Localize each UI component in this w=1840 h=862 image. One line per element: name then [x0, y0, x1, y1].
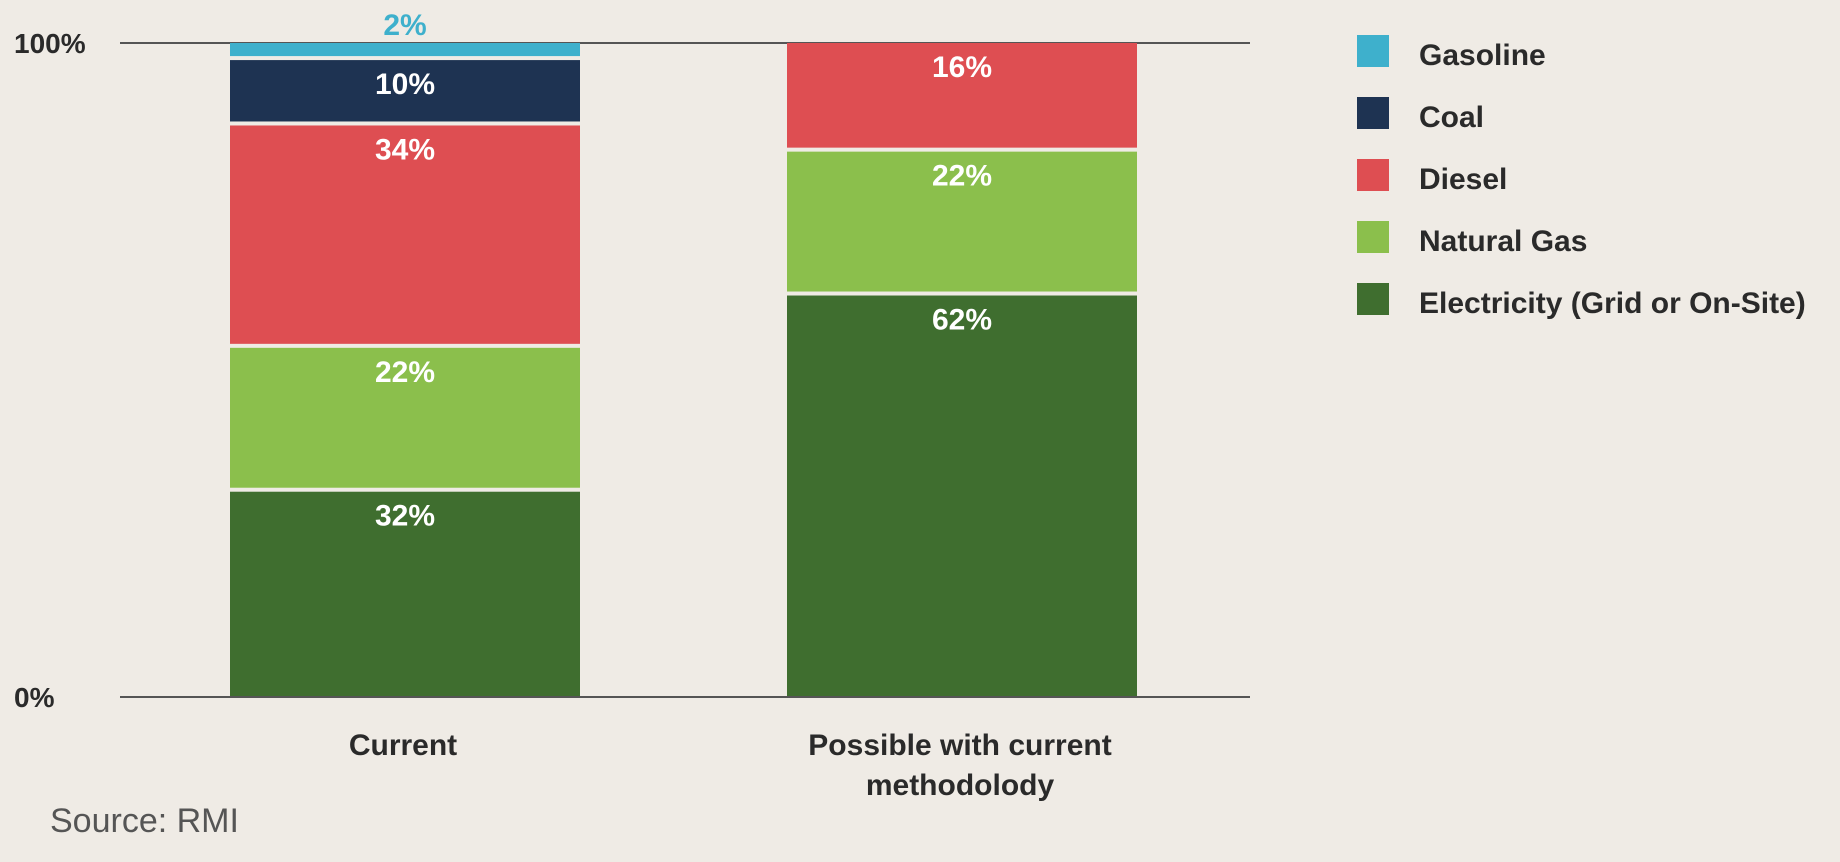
source-note: Source: RMI — [50, 802, 239, 840]
legend-swatch-electricity-grid-or-on-site — [1357, 283, 1389, 315]
data-label-natural-gas-current: 22% — [375, 356, 435, 389]
y-axis-ticks: 0% 100% — [14, 28, 86, 713]
bar-segment-electricity-grid-or-on-site-possible-with-current-methodolody — [787, 295, 1137, 697]
bar-segment-electricity-grid-or-on-site-current — [230, 491, 580, 697]
legend-swatch-coal — [1357, 97, 1389, 129]
legend-label-natural-gas: Natural Gas — [1419, 225, 1587, 258]
data-label-coal-current: 10% — [375, 68, 435, 101]
data-label-gasoline-current: 2% — [383, 9, 426, 42]
bar-segment-gasoline-current — [230, 43, 580, 57]
legend: Gasoline Coal Diesel Natural Gas Electricity… — [1357, 35, 1806, 320]
legend-label-gasoline: Gasoline — [1419, 39, 1546, 72]
data-label-electricity-grid-or-on-site-possible-with-current-methodolody: 62% — [932, 304, 992, 337]
x-axis-categories: Current Possible with current methodolody — [349, 729, 1112, 802]
legend-swatch-diesel — [1357, 159, 1389, 191]
bar-segment-coal-current — [230, 60, 580, 122]
data-label-diesel-current: 34% — [375, 133, 435, 166]
bar-segment-diesel-possible-with-current-methodolody — [787, 43, 1137, 148]
bars-layer: 32% 22% 34% 10% 2% 62% 22% 16% — [230, 9, 1137, 697]
bar-segment-natural-gas-possible-with-current-methodolody — [787, 151, 1137, 292]
category-label-current: Current — [349, 729, 457, 762]
y-tick-label-0: 0% — [14, 682, 55, 713]
legend-label-diesel: Diesel — [1419, 163, 1507, 196]
category-label-methodolody: methodolody — [866, 769, 1055, 802]
data-label-natural-gas-possible-with-current-methodolody: 22% — [932, 160, 992, 193]
bar-segment-natural-gas-current — [230, 347, 580, 488]
y-tick-label-100: 100% — [14, 28, 86, 59]
legend-label-coal: Coal — [1419, 101, 1484, 134]
data-label-diesel-possible-with-current-methodolody: 16% — [932, 51, 992, 84]
category-label-possible-with-current: Possible with current — [808, 729, 1111, 762]
legend-swatch-natural-gas — [1357, 221, 1389, 253]
legend-label-electricity-grid-or-on-site: Electricity (Grid or On-Site) — [1419, 287, 1806, 320]
legend-swatch-gasoline — [1357, 35, 1389, 67]
bar-segment-diesel-current — [230, 125, 580, 344]
data-label-electricity-grid-or-on-site-current: 32% — [375, 500, 435, 533]
